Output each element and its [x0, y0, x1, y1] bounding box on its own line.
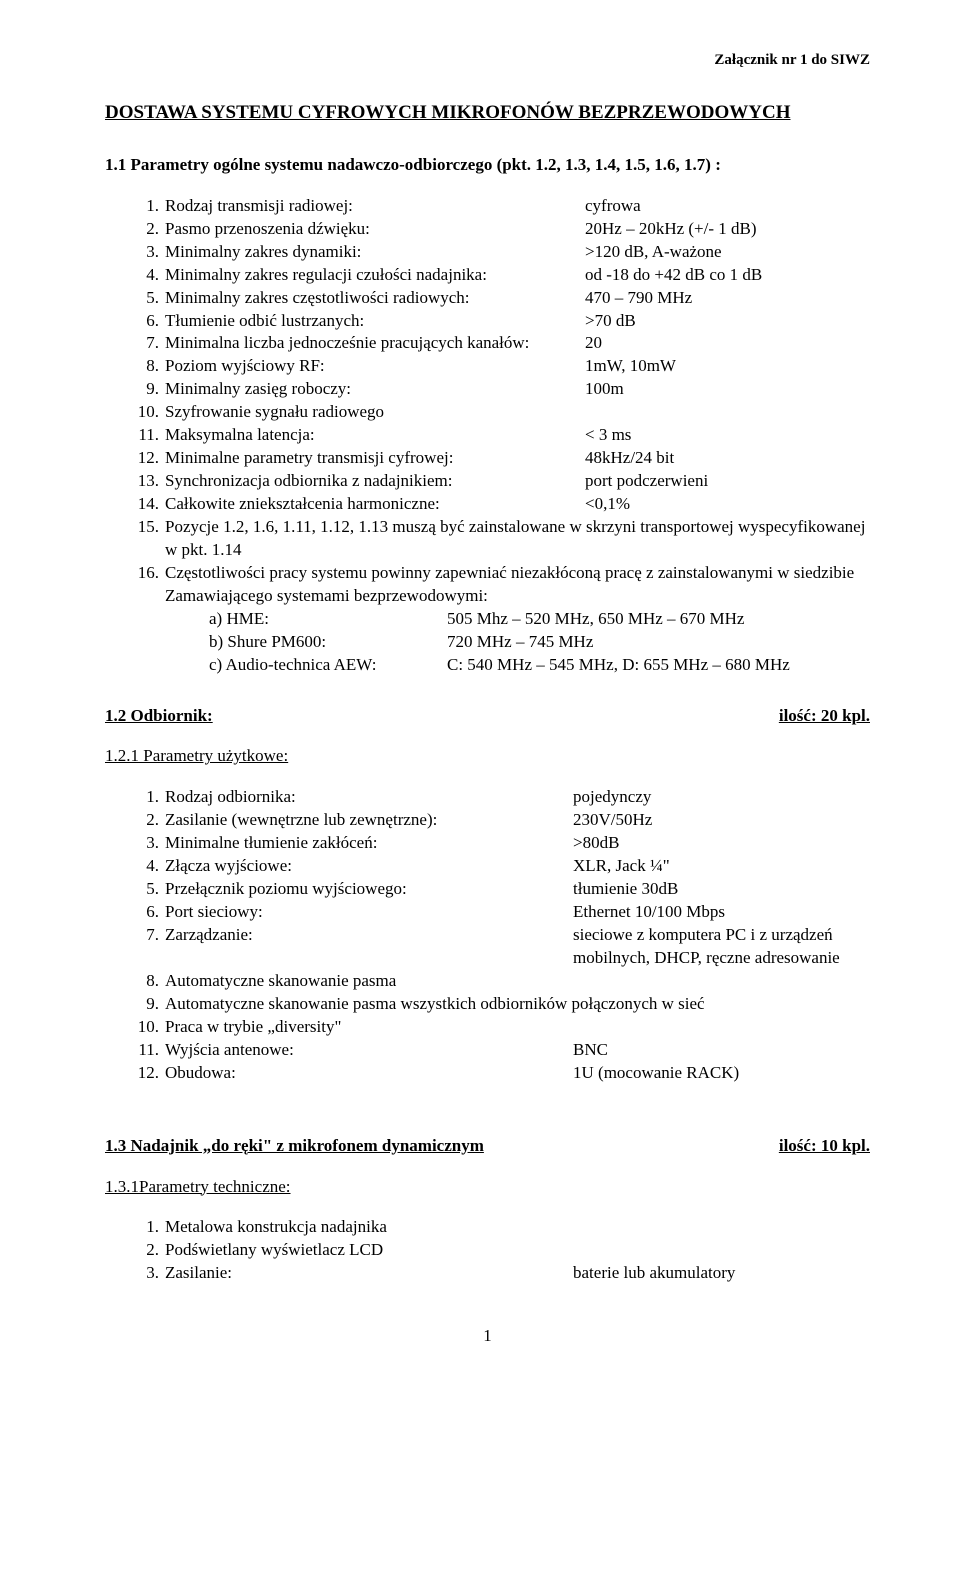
section-1-3-1-heading: 1.3.1Parametry techniczne: [105, 1176, 870, 1199]
list-item: 1.Rodzaj odbiornika:pojedynczy [137, 786, 870, 809]
sub-item: b) Shure PM600:720 MHz – 745 MHz [209, 631, 870, 654]
list-item: 1.Rodzaj transmisji radiowej:cyfrowa [137, 195, 870, 218]
list-1-3-1: 1.Metalowa konstrukcja nadajnika 2.Podśw… [137, 1216, 870, 1285]
list-item: 10.Praca w trybie „diversity" [137, 1016, 870, 1039]
sub-item: c) Audio-technica AEW:C: 540 MHz – 545 M… [209, 654, 870, 677]
list-item: 9.Automatyczne skanowanie pasma wszystki… [137, 993, 870, 1016]
list-item: 8.Poziom wyjściowy RF:1mW, 10mW [137, 355, 870, 378]
list-item: 7.Minimalna liczba jednocześnie pracując… [137, 332, 870, 355]
list-item: 11.Wyjścia antenowe:BNC [137, 1039, 870, 1062]
attachment-header: Załącznik nr 1 do SIWZ [105, 50, 870, 70]
document-title: DOSTAWA SYSTEMU CYFROWYCH MIKROFONÓW BEZ… [105, 100, 870, 126]
list-item: 5.Minimalny zakres częstotliwości radiow… [137, 287, 870, 310]
section-label: 1.2 Odbiornik: [105, 705, 213, 728]
list-item: 15.Pozycje 1.2, 1.6, 1.11, 1.12, 1.13 mu… [137, 516, 870, 562]
list-item: 2.Podświetlany wyświetlacz LCD [137, 1239, 870, 1262]
list-item: 16.Częstotliwości pracy systemu powinny … [137, 562, 870, 608]
list-item: 7.Zarządzanie:sieciowe z komputera PC i … [137, 924, 870, 970]
list-item: 2.Zasilanie (wewnętrzne lub zewnętrzne):… [137, 809, 870, 832]
list-item: 12.Minimalne parametry transmisji cyfrow… [137, 447, 870, 470]
list-item: 10.Szyfrowanie sygnału radiowego [137, 401, 870, 424]
page-number: 1 [105, 1325, 870, 1348]
list-item: 8.Automatyczne skanowanie pasma [137, 970, 870, 993]
section-1-3-heading: 1.3 Nadajnik „do ręki" z mikrofonem dyna… [105, 1135, 870, 1158]
sub-item: a) HME:505 Mhz – 520 MHz, 650 MHz – 670 … [209, 608, 870, 631]
document-page: Załącznik nr 1 do SIWZ DOSTAWA SYSTEMU C… [0, 0, 960, 1388]
list-item: 3.Minimalne tłumienie zakłóceń:>80dB [137, 832, 870, 855]
list-item: 6.Port sieciowy:Ethernet 10/100 Mbps [137, 901, 870, 924]
section-qty: ilość: 10 kpl. [779, 1135, 870, 1158]
section-1-2-1-heading: 1.2.1 Parametry użytkowe: [105, 745, 870, 768]
list-item: 3.Zasilanie:baterie lub akumulatory [137, 1262, 870, 1285]
list-item: 6.Tłumienie odbić lustrzanych:>70 dB [137, 310, 870, 333]
section-1-2-heading: 1.2 Odbiornik: ilość: 20 kpl. [105, 705, 870, 728]
section-qty: ilość: 20 kpl. [779, 705, 870, 728]
list-item: 11.Maksymalna latencja:< 3 ms [137, 424, 870, 447]
list-item: 2.Pasmo przenoszenia dźwięku:20Hz – 20kH… [137, 218, 870, 241]
list-item: 4.Złącza wyjściowe:XLR, Jack ¼" [137, 855, 870, 878]
list-item: 13.Synchronizacja odbiornika z nadajniki… [137, 470, 870, 493]
list-item: 9.Minimalny zasięg roboczy:100m [137, 378, 870, 401]
section-label: 1.3 Nadajnik „do ręki" z mikrofonem dyna… [105, 1135, 484, 1158]
list-item: 14.Całkowite zniekształcenia harmoniczne… [137, 493, 870, 516]
list-item: 5.Przełącznik poziomu wyjściowego:tłumie… [137, 878, 870, 901]
list-item: 1.Metalowa konstrukcja nadajnika [137, 1216, 870, 1239]
list-item: 3.Minimalny zakres dynamiki:>120 dB, A-w… [137, 241, 870, 264]
section-1-1-heading: 1.1 Parametry ogólne systemu nadawczo-od… [105, 154, 870, 177]
list-item: 12.Obudowa:1U (mocowanie RACK) [137, 1062, 870, 1085]
list-item: 4.Minimalny zakres regulacji czułości na… [137, 264, 870, 287]
list-1-1: 1.Rodzaj transmisji radiowej:cyfrowa 2.P… [137, 195, 870, 677]
list-1-2-1: 1.Rodzaj odbiornika:pojedynczy 2.Zasilan… [137, 786, 870, 1084]
